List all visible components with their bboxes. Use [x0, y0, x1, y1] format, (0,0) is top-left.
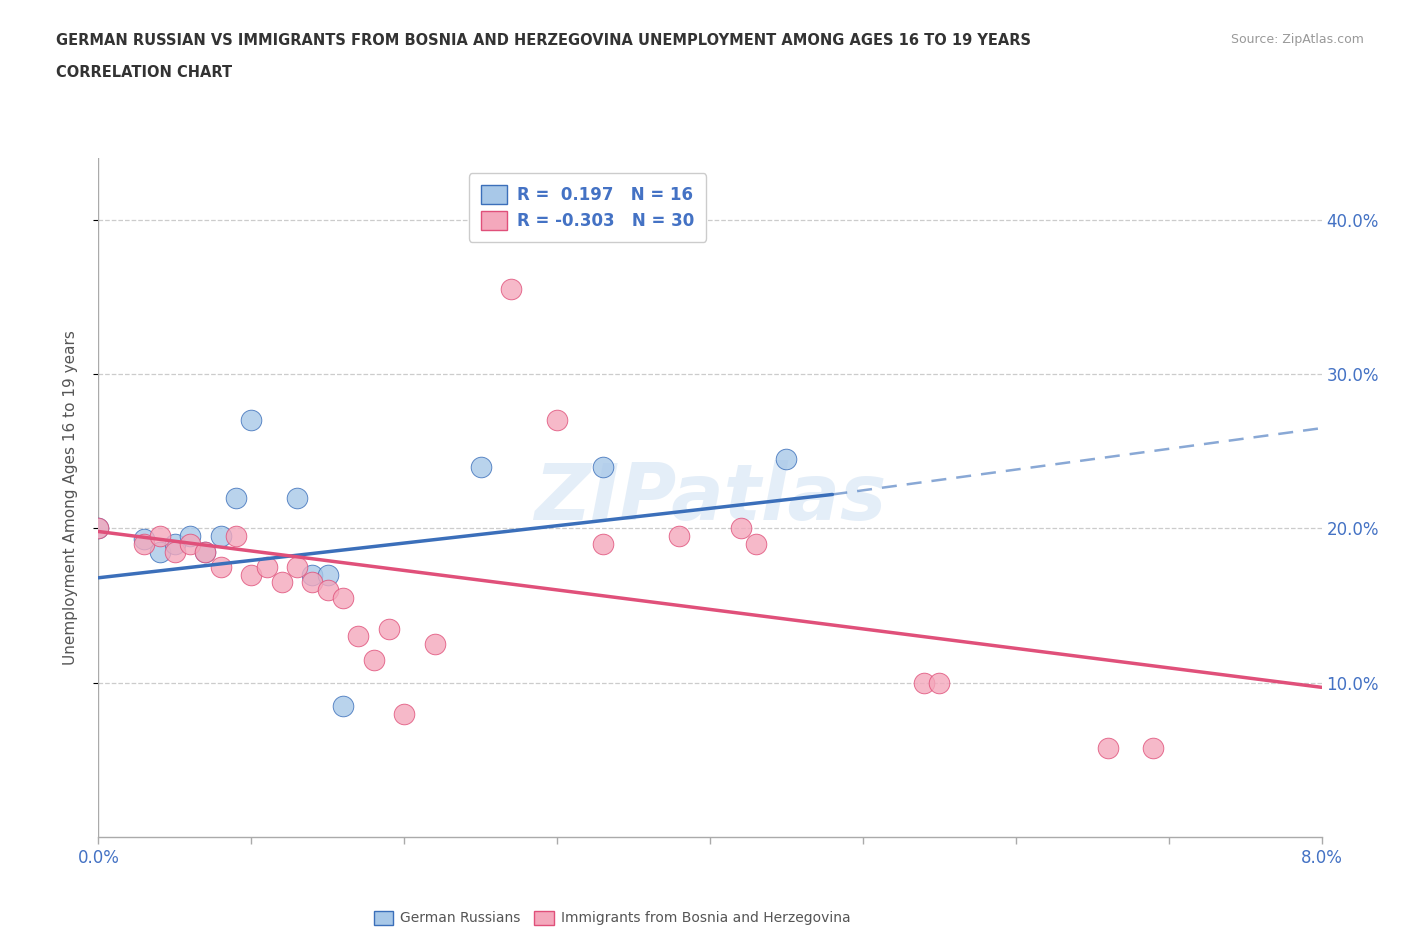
- Text: CORRELATION CHART: CORRELATION CHART: [56, 65, 232, 80]
- Point: [163, 537, 186, 551]
- Point: [225, 528, 247, 543]
- Point: [149, 544, 172, 559]
- Point: [668, 528, 690, 543]
- Point: [149, 528, 172, 543]
- Point: [730, 521, 752, 536]
- Text: ZIPatlas: ZIPatlas: [534, 459, 886, 536]
- Point: [285, 490, 308, 505]
- Point: [301, 567, 323, 582]
- Point: [209, 528, 232, 543]
- Point: [87, 521, 110, 536]
- Point: [316, 567, 339, 582]
- Point: [256, 560, 278, 575]
- Text: GERMAN RUSSIAN VS IMMIGRANTS FROM BOSNIA AND HERZEGOVINA UNEMPLOYMENT AMONG AGES: GERMAN RUSSIAN VS IMMIGRANTS FROM BOSNIA…: [56, 33, 1031, 47]
- Point: [163, 544, 186, 559]
- Point: [363, 652, 385, 667]
- Text: Source: ZipAtlas.com: Source: ZipAtlas.com: [1230, 33, 1364, 46]
- Point: [332, 591, 354, 605]
- Point: [270, 575, 294, 590]
- Point: [928, 675, 950, 690]
- Legend: German Russians, Immigrants from Bosnia and Herzegovina: German Russians, Immigrants from Bosnia …: [368, 905, 856, 930]
- Point: [194, 544, 217, 559]
- Y-axis label: Unemployment Among Ages 16 to 19 years: Unemployment Among Ages 16 to 19 years: [63, 330, 77, 665]
- Point: [240, 567, 263, 582]
- Point: [775, 452, 797, 467]
- Point: [592, 537, 614, 551]
- Point: [1142, 740, 1164, 755]
- Point: [378, 621, 401, 636]
- Point: [179, 537, 201, 551]
- Point: [1097, 740, 1119, 755]
- Point: [134, 532, 156, 547]
- Point: [209, 560, 232, 575]
- Point: [423, 637, 446, 652]
- Point: [301, 575, 323, 590]
- Point: [745, 537, 768, 551]
- Point: [316, 583, 339, 598]
- Point: [347, 629, 370, 644]
- Point: [87, 521, 110, 536]
- Point: [225, 490, 247, 505]
- Point: [912, 675, 935, 690]
- Point: [592, 459, 614, 474]
- Point: [194, 544, 217, 559]
- Point: [392, 706, 416, 721]
- Point: [546, 413, 568, 428]
- Point: [470, 459, 492, 474]
- Point: [134, 537, 156, 551]
- Point: [240, 413, 263, 428]
- Point: [285, 560, 308, 575]
- Point: [332, 698, 354, 713]
- Point: [501, 282, 523, 297]
- Point: [179, 528, 201, 543]
